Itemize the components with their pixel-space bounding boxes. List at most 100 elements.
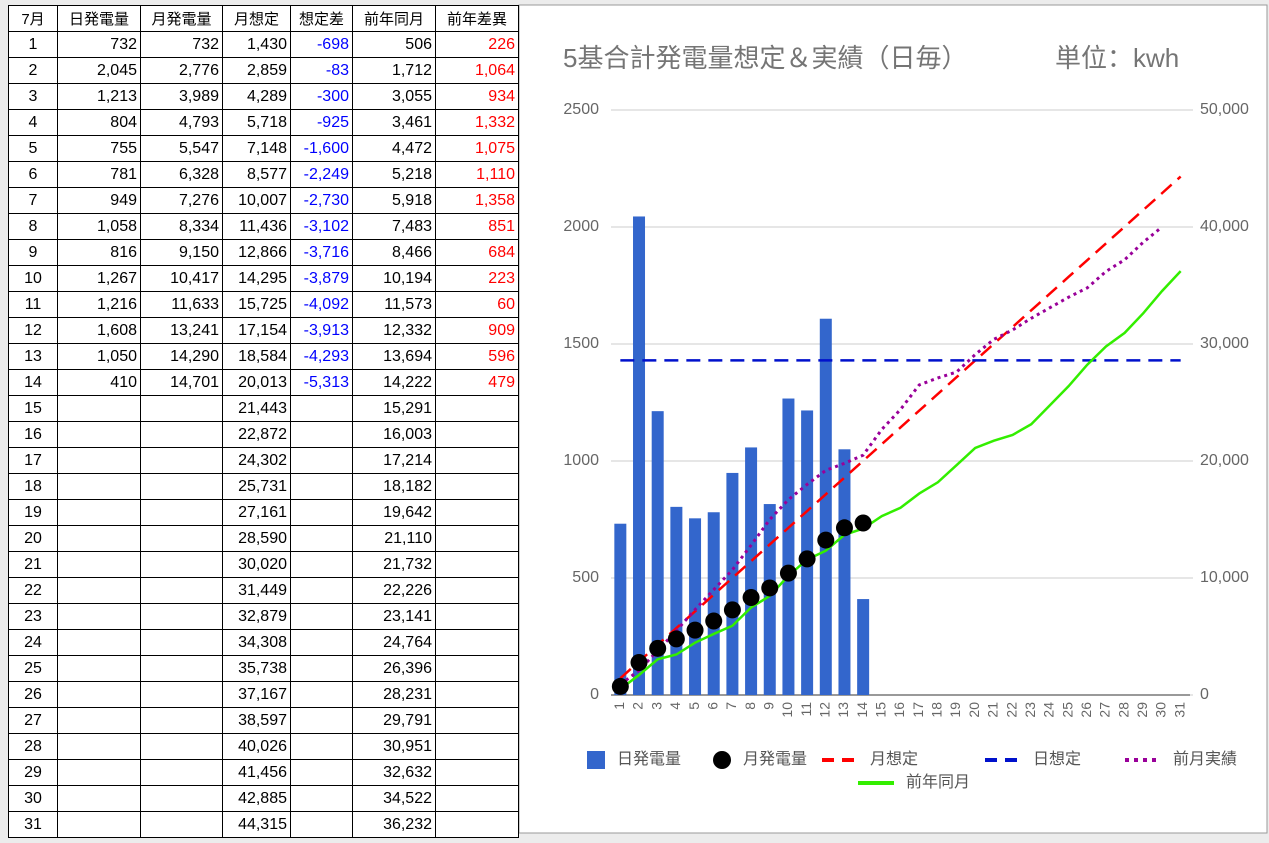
table-cell: 13,241 xyxy=(140,317,223,344)
table-cell xyxy=(435,473,519,500)
table-cell xyxy=(57,551,141,578)
table-cell: 3 xyxy=(8,83,58,110)
table-cell xyxy=(57,733,141,760)
marker xyxy=(798,550,816,568)
table-cell xyxy=(290,447,353,474)
table-cell xyxy=(435,785,519,812)
table-cell xyxy=(435,629,519,656)
table-cell: 1,608 xyxy=(57,317,141,344)
table-cell: 38,597 xyxy=(222,707,291,734)
legend-label: 日発電量 xyxy=(617,750,681,768)
table-cell: 10,417 xyxy=(140,265,223,292)
table-cell: 1,064 xyxy=(435,57,519,84)
bar xyxy=(782,398,795,695)
table-cell: 14,701 xyxy=(140,369,223,396)
table-cell: 14,290 xyxy=(140,343,223,370)
table-cell xyxy=(435,759,519,786)
table-cell: 5,547 xyxy=(140,135,223,162)
y2-tick-label: 40,000 xyxy=(1200,218,1249,235)
table-cell: 35,738 xyxy=(222,655,291,682)
table-cell xyxy=(290,785,353,812)
table-cell xyxy=(140,577,223,604)
table-cell: 2,859 xyxy=(222,57,291,84)
table-cell xyxy=(140,473,223,500)
table-cell: 755 xyxy=(57,135,141,162)
table-cell xyxy=(140,655,223,682)
table-cell xyxy=(57,499,141,526)
table-cell: 1,058 xyxy=(57,213,141,240)
x-tick-label: 25 xyxy=(1059,702,1075,718)
table-cell: 851 xyxy=(435,213,519,240)
table-cell: 14 xyxy=(8,369,58,396)
table-cell: 10,007 xyxy=(222,187,291,214)
y2-tick-label: 20,000 xyxy=(1200,452,1249,469)
table-cell xyxy=(435,499,519,526)
table-cell: 10,194 xyxy=(352,265,436,292)
x-tick-label: 20 xyxy=(966,702,982,718)
table-cell xyxy=(140,551,223,578)
marker xyxy=(835,519,853,537)
table-cell: 18,584 xyxy=(222,343,291,370)
table-row: 5 755 5,547 7,148 -1,600 4,472 1,075 xyxy=(8,135,519,162)
table-cell xyxy=(57,707,141,734)
table-cell: 5,218 xyxy=(352,161,436,188)
table-cell: 15,291 xyxy=(352,395,436,422)
table-cell: 26 xyxy=(8,681,58,708)
table-cell: 20,013 xyxy=(222,369,291,396)
x-tick-label: 5 xyxy=(686,702,702,710)
table-row: 22 31,449 22,226 xyxy=(8,577,519,604)
table-cell xyxy=(435,577,519,604)
chart-title: 5基合計発電量想定＆実績（日毎） xyxy=(563,43,967,73)
x-tick-label: 31 xyxy=(1171,702,1187,718)
table-cell: 11,633 xyxy=(140,291,223,318)
table-cell: 12,332 xyxy=(352,317,436,344)
table-cell: -3,879 xyxy=(290,265,353,292)
y-tick-label: 500 xyxy=(572,569,599,586)
table-cell xyxy=(140,707,223,734)
header-cell: 前年差異 xyxy=(435,5,519,32)
table-cell xyxy=(435,733,519,760)
marker xyxy=(686,621,704,639)
table-cell xyxy=(57,785,141,812)
table-cell: 22,226 xyxy=(352,577,436,604)
x-tick-label: 29 xyxy=(1134,702,1150,718)
table-cell: 30 xyxy=(8,785,58,812)
table-row: 17 24,302 17,214 xyxy=(8,447,519,474)
table-cell: -925 xyxy=(290,109,353,136)
bar xyxy=(651,411,664,695)
table-cell xyxy=(435,525,519,552)
table-cell: 5,718 xyxy=(222,109,291,136)
table-cell xyxy=(290,603,353,630)
table-cell: 34,522 xyxy=(352,785,436,812)
y-tick-label: 1500 xyxy=(563,335,599,352)
table-cell xyxy=(435,811,519,838)
legend-label: 日想定 xyxy=(1033,750,1081,768)
table-cell: -5,313 xyxy=(290,369,353,396)
x-tick-label: 14 xyxy=(854,702,870,718)
table-cell xyxy=(290,655,353,682)
x-tick-label: 17 xyxy=(910,702,926,718)
chart-subtitle: 単位：kwh xyxy=(1055,43,1179,73)
x-tick-label: 24 xyxy=(1041,702,1057,718)
x-tick-label: 11 xyxy=(798,702,814,717)
table-cell: -300 xyxy=(290,83,353,110)
x-tick-label: 12 xyxy=(816,702,832,718)
table-cell xyxy=(290,551,353,578)
table-cell: 909 xyxy=(435,317,519,344)
table-cell: 18,182 xyxy=(352,473,436,500)
header-cell: 前年同月 xyxy=(352,5,436,32)
y2-tick-label: 10,000 xyxy=(1200,569,1249,586)
table-cell xyxy=(435,681,519,708)
y2-tick-label: 30,000 xyxy=(1200,335,1249,352)
x-tick-label: 9 xyxy=(760,702,776,710)
bar xyxy=(857,599,870,695)
table-cell xyxy=(290,577,353,604)
table-cell: 23,141 xyxy=(352,603,436,630)
header-row: 7月 日発電量 月発電量 月想定 想定差 前年同月 前年差異 xyxy=(8,5,519,32)
table-cell: 226 xyxy=(435,31,519,58)
table-cell: 21,110 xyxy=(352,525,436,552)
table-cell: 32,879 xyxy=(222,603,291,630)
table-row: 27 38,597 29,791 xyxy=(8,707,519,734)
table-cell: 596 xyxy=(435,343,519,370)
